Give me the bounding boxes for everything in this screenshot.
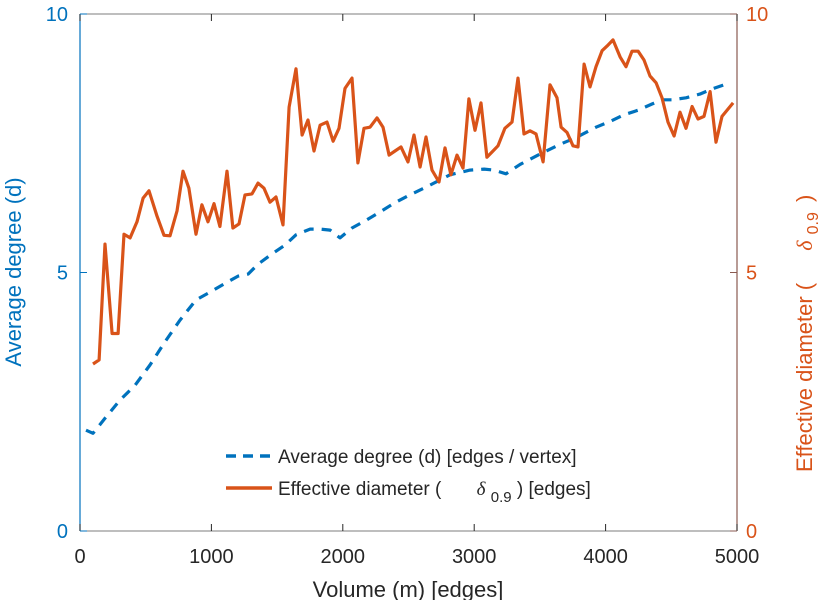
plot-area — [85, 38, 735, 435]
legend-label-effective-diameter-symbol: δ — [477, 479, 487, 500]
y-axis-label-right-suffix: ) — [792, 195, 817, 202]
series-line-average-degree — [85, 82, 728, 435]
y-right-tick-label: 0 — [746, 521, 757, 543]
x-tick-label: 3000 — [452, 546, 497, 568]
y-axis-label-right-subscript: 0.9 — [805, 212, 822, 234]
y-right-tick-label: 10 — [746, 4, 768, 26]
legend-label-effective-diameter-prefix: Effective diameter ( — [278, 479, 442, 500]
ticks: 0 1000 2000 3000 4000 5000 0 5 10 0 5 10 — [46, 4, 769, 568]
x-tick-label: 1000 — [189, 546, 234, 568]
y-axis-label-right: Effective diameter ( δ 0.9 ) — [792, 195, 823, 472]
legend-label-effective-diameter-subscript: 0.9 — [491, 489, 512, 506]
y-left-tick-label: 10 — [46, 4, 68, 26]
x-tick-label: 4000 — [583, 546, 628, 568]
legend: Average degree (d) [edges / vertex] Effe… — [226, 447, 591, 507]
y-axis-label-right-symbol: δ — [792, 240, 817, 251]
legend-label-average-degree: Average degree (d) [edges / vertex] — [278, 447, 577, 468]
y-axis-label-right-prefix: Effective diameter ( — [792, 282, 817, 472]
series-line-effective-diameter — [92, 38, 735, 366]
x-tick-label: 2000 — [321, 546, 366, 568]
svg-text:Effective diameter ( δ: Effective diameter ( δ 0.9 ) — [792, 195, 823, 472]
y-left-tick-label: 5 — [57, 263, 68, 285]
y-axis-label-left: Average degree (d) — [1, 177, 26, 366]
y-left-tick-label: 0 — [57, 521, 68, 543]
legend-label-effective-diameter-suffix: ) [edges] — [517, 479, 591, 500]
x-axis-label: Volume (m) [edges] — [313, 577, 504, 600]
x-tick-label: 5000 — [715, 546, 760, 568]
legend-label-effective-diameter: Effective diameter ( δ 0.9 ) [edges] — [278, 479, 591, 507]
x-tick-label: 0 — [74, 546, 85, 568]
y-right-tick-label: 5 — [746, 263, 757, 285]
